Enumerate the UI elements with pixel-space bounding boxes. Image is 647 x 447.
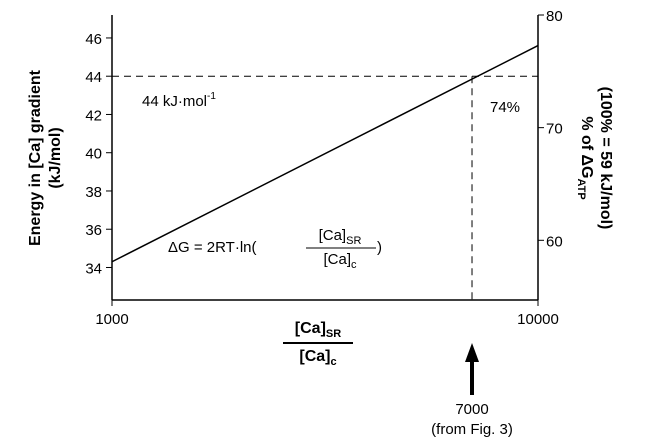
y2-label-line2: (100% = 59 kJ/mol): [597, 87, 614, 230]
y-label-line2: (kJ/mol): [47, 127, 64, 188]
equation-lhs: ΔG = 2RT·ln(: [168, 239, 257, 256]
arrow-note: (from Fig. 3): [431, 421, 513, 438]
equation-denominator: [Ca]c: [323, 251, 357, 271]
energy-text: 44 kJ·mol: [142, 93, 207, 110]
y-tick-label: 36: [85, 222, 102, 239]
y-axis-label: Energy in [Ca] gradient (kJ/mol): [27, 69, 64, 246]
equation: ΔG = 2RT·ln( [Ca]SR [Ca]c ): [168, 227, 382, 271]
eq-den: [Ca]: [323, 251, 351, 268]
y-tick-label: 44: [85, 69, 102, 86]
x-tick-label: 1000: [95, 311, 128, 328]
y-label-line1: Energy in [Ca] gradient: [27, 69, 44, 246]
x-label-den: [Ca]: [299, 348, 330, 365]
x-label-num-sub: SR: [326, 328, 341, 340]
energy-sup: -1: [207, 91, 216, 102]
x-label-den-sub: c: [330, 356, 336, 368]
y2-tick-label: 60: [546, 233, 563, 250]
x-label-numerator: [Ca]SR: [295, 320, 341, 340]
arrow-value: 7000: [455, 401, 488, 418]
x-label-num: [Ca]: [295, 320, 326, 337]
x-label-denominator: [Ca]c: [299, 348, 336, 368]
data-line: [111, 44, 539, 263]
y-tick-label: 40: [85, 146, 102, 163]
arrow-head: [465, 343, 480, 362]
y-tick-label: 46: [85, 31, 102, 48]
equation-rhs: ): [377, 239, 382, 256]
energy-annotation: 44 kJ·mol-1: [142, 91, 216, 110]
y-tick-label: 38: [85, 184, 102, 201]
y2-label-line1: % of ΔGATP: [575, 116, 595, 199]
eq-num-sub: SR: [346, 235, 361, 247]
equation-numerator: [Ca]SR: [319, 227, 362, 247]
y-tick-label: 42: [85, 107, 102, 124]
x-tick-label: 10000: [517, 311, 559, 328]
y2-label-sub: ATP: [575, 178, 587, 199]
y2-tick-label: 80: [546, 8, 563, 25]
eq-num: [Ca]: [319, 227, 347, 244]
y2-label-main: % of ΔG: [578, 116, 595, 178]
percent-annotation: 74%: [490, 99, 520, 116]
y2-tick-label: 70: [546, 121, 563, 138]
y-tick-label: 34: [85, 260, 102, 277]
eq-den-sub: c: [351, 259, 357, 271]
